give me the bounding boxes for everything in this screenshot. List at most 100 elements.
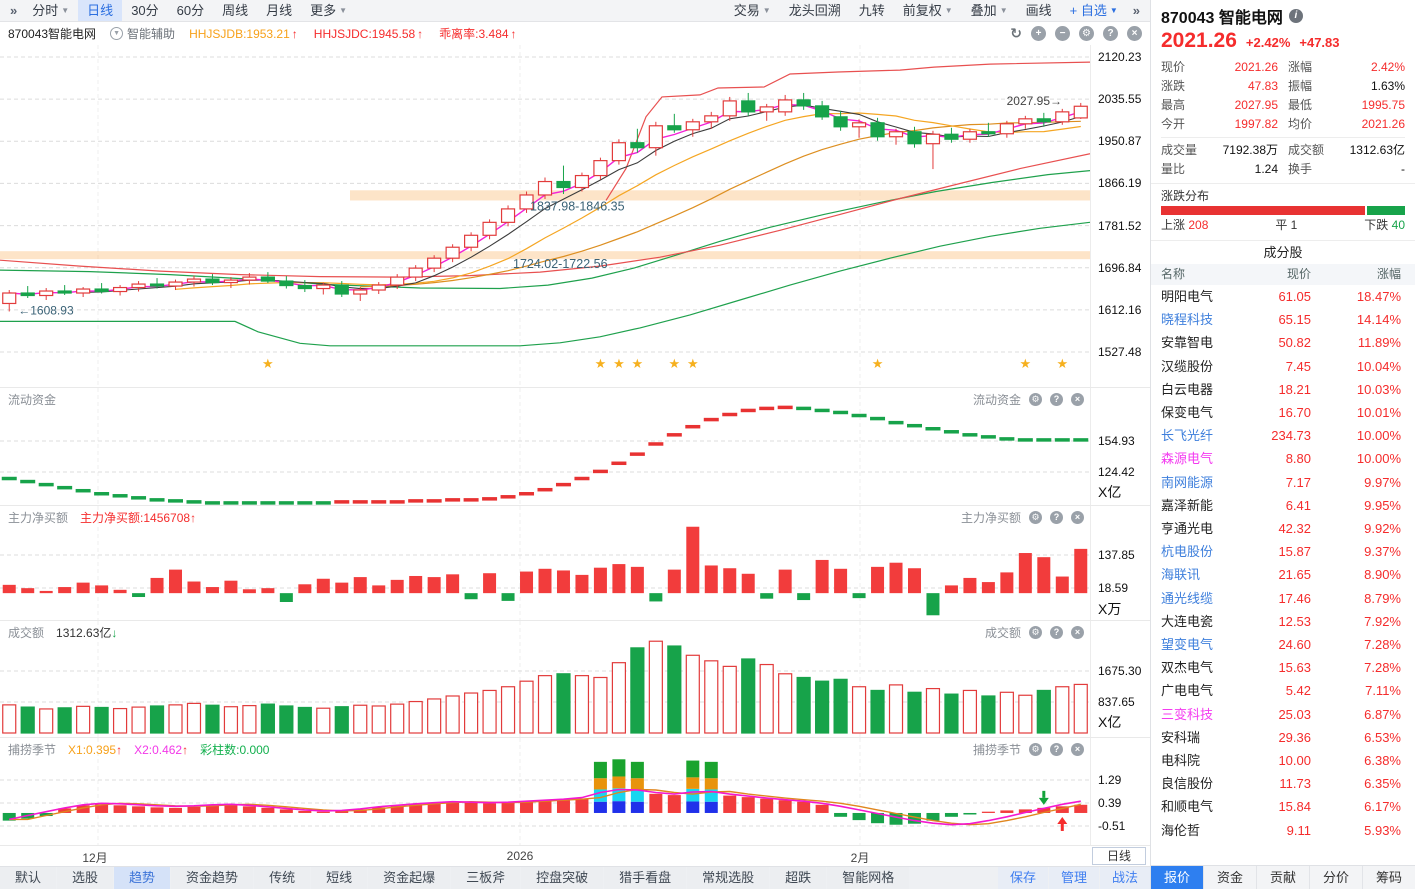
constituent-row[interactable]: 汉缆股份 7.45 10.04% [1151,355,1415,378]
top-tab[interactable]: 分时 ▼ [32,3,70,18]
stock-change: 9.95% [1364,497,1401,513]
top-tab[interactable]: 60分 [176,3,205,18]
quote-label: 最高 [1161,98,1186,112]
turnover-chart[interactable] [0,621,1090,738]
strategy-tab[interactable]: 猎手看盘 [604,867,687,889]
help-icon[interactable]: ? [1050,626,1063,639]
strategy-tab[interactable]: 控盘突破 [521,867,604,889]
tool-tab[interactable]: 交易 ▼ [733,3,771,18]
quote-tab[interactable]: 筹码 [1362,866,1415,889]
zoom-in-icon[interactable]: + [1031,26,1046,41]
constituent-row[interactable]: 南网能源 7.17 9.97% [1151,471,1415,494]
column-change[interactable]: 涨幅 [1376,267,1401,281]
toolbar-action-button[interactable]: 管理 [1048,867,1099,889]
net-buy-chart[interactable] [0,506,1090,621]
quote-tab[interactable]: 报价 [1151,866,1203,889]
tool-tab[interactable]: + 自选 ▼ [1069,3,1118,18]
stock-change: 10.03% [1356,381,1401,397]
zoom-out-icon[interactable]: − [1055,26,1070,41]
stock-price: 42.32 [1278,521,1311,537]
indicator-value: 乖离率:3.484 ↑ [439,26,517,42]
tool-tab[interactable]: 叠加 ▼ [970,3,1008,18]
column-name[interactable]: 名称 [1161,267,1186,281]
period-indicator[interactable]: 日线 [1092,847,1146,865]
settings-gear-icon[interactable]: ⚙ [1029,743,1042,756]
constituent-row[interactable]: 嘉泽新能 6.41 9.95% [1151,494,1415,517]
refresh-icon[interactable]: ↻ [1010,25,1022,41]
constituent-row[interactable]: 安科瑞 29.36 6.53% [1151,726,1415,749]
constituent-row[interactable]: 电科院 10.00 6.38% [1151,749,1415,772]
quote-tab[interactable]: 贡献 [1256,866,1309,889]
net-buy-label: 主力净买额 [8,511,69,525]
constituent-row[interactable]: 保变电气 16.70 10.01% [1151,401,1415,424]
settings-gear-icon[interactable]: ⚙ [1029,626,1042,639]
fund-flow-chart[interactable] [0,388,1090,506]
constituent-row[interactable]: 亨通光电 42.32 9.92% [1151,517,1415,540]
strategy-tab[interactable]: 三板斧 [451,867,521,889]
stock-name: 明阳电气 [1161,289,1214,304]
quote-tab[interactable]: 资金 [1203,866,1256,889]
constituent-row[interactable]: 安靠智电 50.82 11.89% [1151,331,1415,354]
top-tab[interactable]: 日线 [78,0,123,21]
constituent-row[interactable]: 长飞光纤 234.73 10.00% [1151,424,1415,447]
toolbar-action-button[interactable]: 战法 [1099,867,1150,889]
smart-assist-toggle[interactable]: ▼ 智能辅助 [110,25,175,42]
constituent-row[interactable]: 三变科技 25.03 6.87% [1151,703,1415,726]
tool-tab[interactable]: 龙头回溯 [788,3,841,18]
top-tab[interactable]: 更多 ▼ [310,3,348,18]
stock-change: 11.89% [1357,335,1401,351]
settings-gear-icon[interactable]: ⚙ [1079,26,1094,41]
strategy-tab[interactable]: 短线 [311,867,368,889]
top-tab[interactable]: 周线 [222,3,249,18]
top-tab[interactable]: 30分 [131,3,159,18]
strategy-tab[interactable]: 资金起爆 [368,867,451,889]
constituent-row[interactable]: 大连电瓷 12.53 7.92% [1151,610,1415,633]
close-icon[interactable]: × [1071,393,1084,406]
column-price[interactable]: 现价 [1286,267,1311,281]
constituent-row[interactable]: 广电电气 5.42 7.11% [1151,679,1415,702]
collapse-left-icon[interactable]: » [10,3,18,18]
constituent-row[interactable]: 海伦哲 9.11 5.93% [1151,819,1415,842]
toolbar-action-button[interactable]: 保存 [997,867,1048,889]
strategy-tab[interactable]: 趋势 [114,867,171,889]
top-tab[interactable]: 月线 [266,3,293,18]
help-icon[interactable]: ? [1050,393,1063,406]
info-icon[interactable]: i [1288,9,1303,23]
constituent-row[interactable]: 白云电器 18.21 10.03% [1151,378,1415,401]
close-icon[interactable]: × [1071,743,1084,756]
help-icon[interactable]: ? [1050,743,1063,756]
constituent-row[interactable]: 望变电气 24.60 7.28% [1151,633,1415,656]
main-candlestick-panel: ★ ★ ★ ★ ★ ★ ★ ★ ★ ←1608.93 2027.95→ 1837.98-1846.35… [0,45,1150,387]
close-icon[interactable]: × [1127,26,1142,41]
close-icon[interactable]: × [1071,511,1084,524]
help-icon[interactable]: ? [1103,26,1118,41]
expand-right-icon[interactable]: » [1132,3,1140,18]
main-chart[interactable]: ★ ★ ★ ★ ★ ★ ★ ★ ★ ←1608.93 2027.95→ 1837.98-1846.35… [0,45,1090,387]
tool-tab[interactable]: 前复权 ▼ [902,3,953,18]
constituent-row[interactable]: 和顺电气 15.84 6.17% [1151,795,1415,818]
constituent-row[interactable]: 双杰电气 15.63 7.28% [1151,656,1415,679]
settings-gear-icon[interactable]: ⚙ [1029,511,1042,524]
strategy-tab[interactable]: 超跌 [770,867,827,889]
strategy-tab[interactable]: 资金趋势 [171,867,254,889]
settings-gear-icon[interactable]: ⚙ [1029,393,1042,406]
stock-name: 安靠智电 [1161,335,1214,351]
tool-tab[interactable]: 画线 [1025,3,1052,18]
strategy-tab[interactable]: 常规选股 [687,867,770,889]
season-chart[interactable] [0,738,1090,846]
close-icon[interactable]: × [1071,626,1084,639]
strategy-tab[interactable]: 智能网格 [827,867,910,889]
constituent-row[interactable]: 通光线缆 17.46 8.79% [1151,587,1415,610]
strategy-tab[interactable]: 选股 [57,867,114,889]
constituent-row[interactable]: 良信股份 11.73 6.35% [1151,772,1415,795]
strategy-tab[interactable]: 默认 [0,867,57,889]
strategy-tab[interactable]: 传统 [254,867,311,889]
help-icon[interactable]: ? [1050,511,1063,524]
constituent-row[interactable]: 森源电气 8.80 10.00% [1151,447,1415,470]
constituent-row[interactable]: 杭电股份 15.87 9.37% [1151,540,1415,563]
tool-tab[interactable]: 九转 [858,3,885,18]
constituent-row[interactable]: 晓程科技 65.15 14.14% [1151,308,1415,331]
constituent-row[interactable]: 明阳电气 61.05 18.47% [1151,285,1415,308]
constituent-row[interactable]: 海联讯 21.65 8.90% [1151,563,1415,586]
quote-tab[interactable]: 分价 [1309,866,1362,889]
